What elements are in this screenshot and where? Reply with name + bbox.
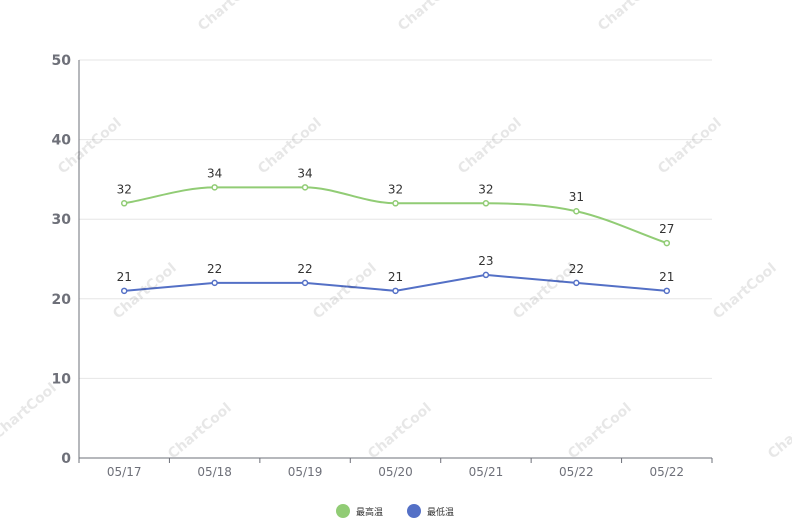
data-label: 21 bbox=[117, 270, 132, 284]
data-labels: 32 34 34 32 32 31 27 21 22 22 21 23 22 21 bbox=[117, 166, 675, 283]
y-tick-label: 20 bbox=[52, 292, 72, 308]
data-label: 34 bbox=[207, 166, 222, 180]
legend-label: 最低温 bbox=[427, 506, 454, 518]
legend-item-1[interactable]: 最低温 bbox=[407, 504, 454, 518]
data-point[interactable] bbox=[392, 287, 399, 295]
data-label: 27 bbox=[659, 222, 674, 236]
data-point[interactable] bbox=[120, 200, 128, 207]
y-tick-label: 30 bbox=[52, 212, 72, 228]
y-tick-label: 10 bbox=[52, 371, 72, 387]
x-tick-label: 05/17 bbox=[107, 465, 142, 479]
y-tick-label: 0 bbox=[61, 451, 71, 467]
data-point[interactable] bbox=[211, 279, 218, 287]
x-tick-label: 05/22 bbox=[649, 465, 684, 479]
data-points bbox=[120, 184, 671, 295]
data-label: 21 bbox=[388, 270, 403, 284]
data-point[interactable] bbox=[663, 239, 671, 247]
data-point[interactable] bbox=[301, 279, 309, 287]
data-label: 23 bbox=[478, 254, 493, 268]
legend-label: 最高温 bbox=[356, 506, 383, 518]
data-point[interactable] bbox=[482, 271, 490, 279]
x-tick-label: 05/20 bbox=[378, 465, 413, 479]
data-point[interactable] bbox=[392, 200, 399, 207]
data-point[interactable] bbox=[573, 207, 580, 215]
grid-lines bbox=[79, 59, 712, 379]
data-point[interactable] bbox=[573, 279, 580, 287]
data-label: 21 bbox=[659, 270, 674, 284]
data-point[interactable] bbox=[482, 200, 490, 207]
data-point[interactable] bbox=[301, 184, 309, 191]
legend-item-0[interactable]: 最高温 bbox=[336, 504, 383, 518]
data-label: 32 bbox=[117, 182, 132, 196]
data-label: 32 bbox=[478, 182, 493, 196]
x-tick-label: 05/19 bbox=[288, 465, 323, 479]
data-point[interactable] bbox=[120, 287, 128, 295]
data-label: 32 bbox=[388, 182, 403, 196]
axes: 0 10 20 30 40 50 05/17 05/18 05/19 05/20 05/21 05/2… bbox=[52, 53, 713, 479]
data-label: 31 bbox=[569, 190, 584, 204]
y-tick-label: 40 bbox=[52, 133, 72, 149]
legend-marker bbox=[407, 504, 421, 518]
x-tick-label: 05/18 bbox=[197, 465, 232, 479]
x-tick-label: 05/22 bbox=[559, 465, 594, 479]
y-tick-label: 50 bbox=[52, 53, 72, 69]
x-tick-label: 05/21 bbox=[469, 465, 504, 479]
legend-marker bbox=[336, 504, 350, 518]
legend: 最高温 最低温 bbox=[336, 504, 454, 518]
data-point[interactable] bbox=[663, 287, 671, 295]
data-label: 22 bbox=[297, 262, 312, 276]
data-label: 34 bbox=[297, 166, 312, 180]
data-point[interactable] bbox=[211, 184, 218, 191]
data-label: 22 bbox=[207, 262, 222, 276]
data-label: 22 bbox=[569, 262, 584, 276]
